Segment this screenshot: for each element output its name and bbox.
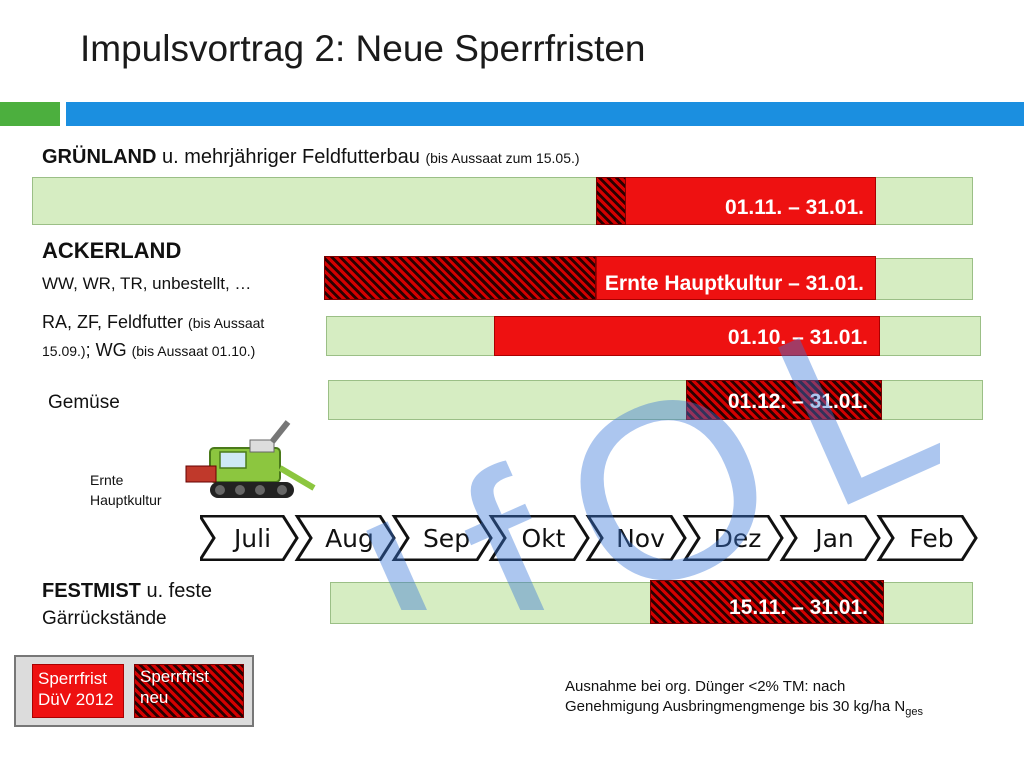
ackerland-period: Ernte Hauptkultur – 31.01.	[604, 272, 864, 295]
gruenland-label-bold: GRÜNLAND	[42, 146, 157, 168]
festmist-label-line2: Gärrückstände	[42, 608, 167, 629]
month-label-juli: Juli	[232, 524, 271, 553]
ra-label-part1: RA, ZF, Feldfutter	[42, 312, 189, 332]
note-line1: Ausnahme bei org. Dünger <2% TM: nach	[565, 678, 846, 695]
ra-label-part2-small2: (bis Aussaat 01.10.)	[131, 343, 256, 359]
ra-label-part1-small: (bis Aussaat	[188, 315, 265, 331]
title-rule-green	[0, 102, 60, 126]
gruenland-sperrfrist-new	[596, 177, 626, 225]
month-chevron-sep	[391, 515, 493, 561]
legend-new-swatch	[134, 664, 244, 718]
ra-label-line1: RA, ZF, Feldfutter (bis Aussaat	[42, 312, 264, 333]
ra-label-part2-mid: ; WG	[85, 340, 132, 360]
legend-new-label: Sperrfrist neu	[140, 667, 209, 707]
harvester-label: Ernte Hauptkultur	[90, 472, 162, 508]
month-chevron-nov	[585, 515, 687, 561]
title-rule-blue	[66, 102, 1024, 126]
legend-old-label: Sperrfrist DüV 2012	[38, 669, 114, 709]
month-label-jan: Jan	[813, 524, 854, 553]
gruenland-label-rest: u. mehrjähriger Feldfutterbau	[156, 146, 426, 168]
month-label-sep: Sep	[423, 524, 470, 553]
gemuese-label: Gemüse	[48, 392, 120, 413]
ackerland-sperrfrist-old	[596, 256, 876, 300]
festmist-label-bold: FESTMIST	[42, 580, 141, 602]
page-title: Impulsvortrag 2: Neue Sperrfristen	[80, 28, 646, 69]
month-label-okt: Okt	[522, 524, 566, 553]
month-label-nov: Nov	[616, 524, 665, 553]
month-label-dez: Dez	[714, 524, 762, 553]
gruenland-sperrfrist-old	[596, 177, 876, 225]
month-chevron-okt	[488, 515, 590, 561]
month-chevron-juli	[200, 515, 299, 561]
festmist-label: FESTMIST u. feste	[42, 580, 212, 603]
month-chevron-feb	[876, 515, 978, 561]
gruenland-label-small: (bis Aussaat zum 15.05.)	[425, 150, 580, 166]
festmist-period: 15.11. – 31.01.	[729, 596, 868, 619]
gemuese-bar	[328, 380, 983, 420]
note-line2: Genehmigung Ausbringmengmenge bis 30 kg/…	[565, 698, 923, 718]
month-label-feb: Feb	[909, 524, 953, 553]
ackerland-heading: ACKERLAND	[42, 238, 182, 263]
month-chevron-dez	[682, 515, 784, 561]
ra-sperrfrist-old	[494, 316, 880, 356]
gruenland-label: GRÜNLAND u. mehrjähriger Feldfutterbau (…	[42, 146, 580, 169]
gemuese-period: 01.12. – 31.01.	[727, 390, 868, 413]
month-label-aug: Aug	[325, 524, 374, 553]
month-chevron-aug	[294, 515, 396, 561]
ra-label-line2: 15.09.); WG (bis Aussaat 01.10.)	[42, 340, 255, 361]
gemuese-sperrfrist-new	[686, 380, 882, 420]
month-chevron-jan	[779, 515, 881, 561]
harvester-icon	[185, 420, 316, 498]
festmist-label-rest: u. feste	[140, 580, 213, 602]
legend-old-swatch	[32, 664, 124, 718]
ra-label-part2-small: 15.09.)	[42, 343, 86, 359]
ackerland-sperrfrist-new	[324, 256, 596, 300]
festmist-sperrfrist-new	[650, 580, 884, 624]
ra-period: 01.10. – 31.01.	[727, 326, 868, 349]
gruenland-period: 01.11. – 31.01.	[725, 196, 864, 219]
month-timeline: Juli Aug Sep Okt Nov Dez Jan Feb	[200, 515, 978, 561]
ackerland-sub: WW, WR, TR, unbestellt, …	[42, 274, 252, 293]
note-line2-text: Genehmigung Ausbringmengmenge bis 30 kg/…	[565, 698, 906, 715]
note-line2-sub: ges	[905, 706, 923, 718]
